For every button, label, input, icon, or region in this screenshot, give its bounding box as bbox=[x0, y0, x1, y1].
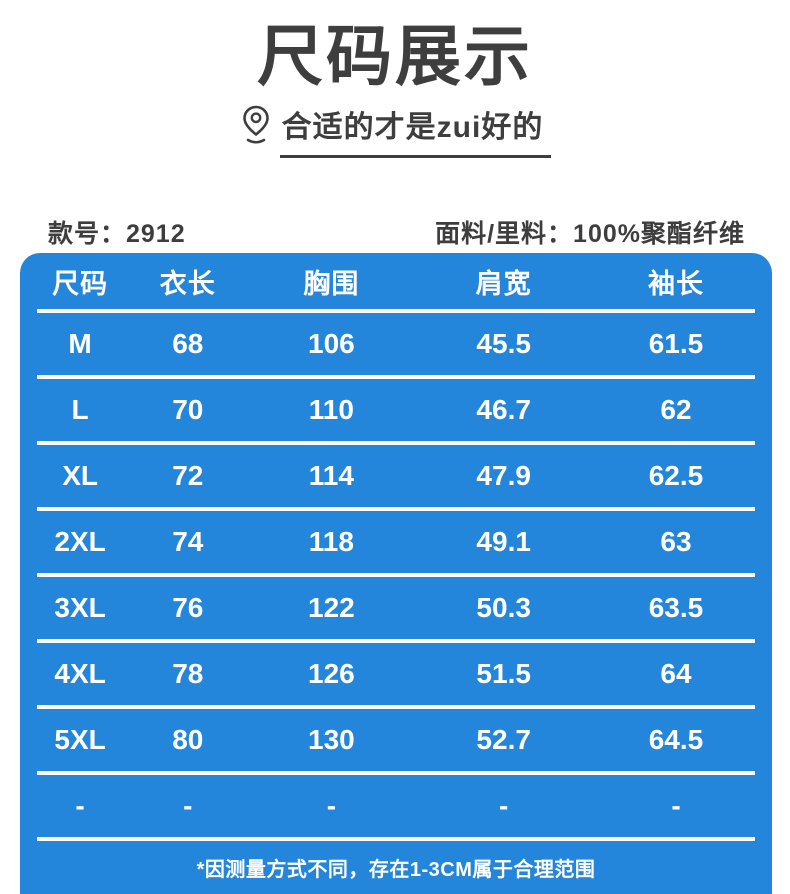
table-row: ----- bbox=[37, 775, 755, 841]
table-cell: 47.9 bbox=[476, 460, 531, 491]
table-cell: 114 bbox=[308, 460, 354, 491]
table-cell: - bbox=[326, 790, 337, 821]
page-title: 尺码展示 bbox=[257, 19, 533, 93]
table-cell: 63 bbox=[660, 526, 692, 557]
table-cell: 45.5 bbox=[476, 328, 531, 359]
table-cell: 74 bbox=[172, 526, 204, 557]
table-cell: 68 bbox=[172, 328, 204, 359]
table-cell: - bbox=[183, 790, 193, 821]
header: 尺码展示 合适的才是zui好的 款号：2912 面料/里料：100%聚酯纤维 bbox=[0, 0, 790, 253]
table-row: 2XL 74 118 49.1 63 bbox=[37, 511, 755, 577]
table-row: 4XL 78 126 51.5 64 bbox=[37, 643, 755, 709]
table-row: 3XL 76 122 50.3 63.5 bbox=[37, 577, 755, 643]
table-cell: 5XL bbox=[54, 724, 106, 755]
table-cell: 62.5 bbox=[648, 460, 704, 491]
table-row: XL 72 114 47.9 62.5 bbox=[37, 445, 755, 511]
table-cell: - bbox=[75, 790, 85, 821]
table-cell: 46.7 bbox=[476, 394, 531, 425]
table-cell: 2XL bbox=[54, 526, 106, 557]
table-cell: 80 bbox=[172, 724, 204, 755]
size-table-header-row: 尺码 衣长 胸围 肩宽 袖长 bbox=[37, 253, 755, 313]
product-info-row: 款号：2912 面料/里料：100%聚酯纤维 bbox=[48, 214, 745, 250]
subtitle: 合适的才是zui好的 bbox=[0, 102, 790, 158]
table-cell: L bbox=[71, 394, 89, 425]
table-cell: 126 bbox=[308, 658, 355, 689]
table-cell: 76 bbox=[172, 592, 204, 623]
size-table-panel: 尺码 衣长 胸围 肩宽 袖长 M 68 106 45.5 61.5 L 70 110 46.7 62 XL 7… bbox=[20, 253, 772, 894]
column-header: 肩宽 bbox=[475, 268, 532, 299]
column-header: 尺码 bbox=[52, 268, 109, 299]
table-cell: 52.7 bbox=[476, 724, 531, 755]
table-row: 5XL 80 130 52.7 64.5 bbox=[37, 709, 755, 775]
table-cell: 110 bbox=[308, 394, 354, 425]
table-cell: 51.5 bbox=[476, 658, 531, 689]
column-header: 衣长 bbox=[159, 268, 216, 299]
model-number: 款号：2912 bbox=[48, 219, 186, 248]
table-row: L 70 110 46.7 62 bbox=[37, 379, 755, 445]
table-cell: - bbox=[671, 790, 681, 821]
table-cell: 50.3 bbox=[476, 592, 531, 623]
table-cell: 63.5 bbox=[648, 592, 704, 623]
size-table-body: M 68 106 45.5 61.5 L 70 110 46.7 62 XL 72 114 47.9 62.… bbox=[37, 313, 755, 841]
table-cell: M bbox=[68, 328, 92, 359]
table-cell: 130 bbox=[308, 724, 355, 755]
table-cell: 64 bbox=[660, 658, 692, 689]
table-cell: 72 bbox=[172, 460, 204, 491]
table-cell: 64.5 bbox=[648, 724, 704, 755]
table-cell: 4XL bbox=[54, 658, 106, 689]
table-cell: 122 bbox=[308, 592, 355, 623]
table-cell: 3XL bbox=[54, 592, 106, 623]
table-cell: XL bbox=[62, 460, 98, 491]
subtitle-text: 合适的才是zui好的 bbox=[279, 102, 552, 158]
location-pin-icon bbox=[239, 104, 273, 151]
table-cell: 62 bbox=[660, 394, 692, 425]
fabric-info: 面料/里料：100%聚酯纤维 bbox=[435, 219, 745, 248]
table-cell: 78 bbox=[172, 658, 204, 689]
table-cell: 70 bbox=[172, 394, 204, 425]
table-cell: 106 bbox=[308, 328, 355, 359]
table-cell: - bbox=[499, 790, 509, 821]
table-cell: 61.5 bbox=[648, 328, 704, 359]
table-cell: 118 bbox=[308, 526, 354, 557]
table-row: M 68 106 45.5 61.5 bbox=[37, 313, 755, 379]
table-cell: 49.1 bbox=[476, 526, 531, 557]
measurement-note: *因测量方式不同，存在1-3CM属于合理范围 bbox=[196, 859, 596, 881]
column-header: 袖长 bbox=[647, 268, 704, 299]
column-header: 胸围 bbox=[303, 268, 360, 299]
